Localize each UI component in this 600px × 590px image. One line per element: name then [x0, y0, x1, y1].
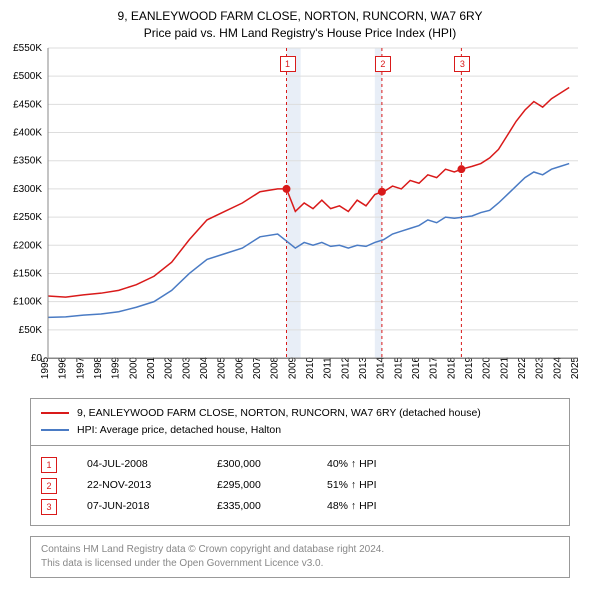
legend-label: HPI: Average price, detached house, Halt…: [77, 422, 281, 439]
footer-line-1: Contains HM Land Registry data © Crown c…: [41, 543, 559, 557]
legend: 9, EANLEYWOOD FARM CLOSE, NORTON, RUNCOR…: [30, 398, 570, 446]
x-axis-label: 2010: [305, 356, 316, 379]
chart-container: 9, EANLEYWOOD FARM CLOSE, NORTON, RUNCOR…: [0, 0, 600, 590]
y-axis-label: £300K: [13, 184, 42, 195]
y-axis-label: £250K: [13, 212, 42, 223]
event-dot: [378, 188, 386, 196]
sale-price: £300,000: [217, 454, 297, 475]
event-number-box: 2: [375, 56, 391, 72]
sale-delta: 40% ↑ HPI: [327, 454, 377, 475]
x-axis-label: 2020: [482, 356, 493, 379]
x-axis-label: 1995: [40, 356, 51, 379]
x-axis-label: 2023: [535, 356, 546, 379]
chart-svg: £0£50K£100K£150K£200K£250K£300K£350K£400…: [48, 48, 578, 359]
legend-label: 9, EANLEYWOOD FARM CLOSE, NORTON, RUNCOR…: [77, 405, 481, 422]
x-axis-label: 2011: [323, 357, 334, 379]
event-number-box: 3: [454, 56, 470, 72]
series-price_paid: [48, 87, 569, 297]
sale-row: 1 04-JUL-2008 £300,000 40% ↑ HPI: [41, 454, 559, 475]
legend-swatch: [41, 429, 69, 431]
y-axis-label: £50K: [19, 325, 43, 336]
x-axis-label: 2014: [376, 356, 387, 379]
x-axis-label: 2007: [252, 356, 263, 379]
sale-date: 04-JUL-2008: [87, 454, 187, 475]
y-axis-label: £200K: [13, 240, 42, 251]
event-dot: [457, 165, 465, 173]
sale-marker: 1: [41, 457, 57, 473]
x-axis-label: 2005: [217, 356, 228, 379]
y-axis-label: £400K: [13, 128, 42, 139]
sale-row: 2 22-NOV-2013 £295,000 51% ↑ HPI: [41, 475, 559, 496]
event-number-box: 1: [280, 56, 296, 72]
y-axis-label: £550K: [13, 43, 42, 54]
y-axis-label: £100K: [13, 297, 42, 308]
footer: Contains HM Land Registry data © Crown c…: [30, 536, 570, 578]
sale-delta: 51% ↑ HPI: [327, 475, 377, 496]
x-axis-label: 2019: [464, 356, 475, 379]
x-axis-label: 2013: [358, 356, 369, 379]
sale-marker: 3: [41, 499, 57, 515]
x-axis-label: 2008: [270, 356, 281, 379]
x-axis-label: 2024: [552, 356, 563, 379]
sale-date: 22-NOV-2013: [87, 475, 187, 496]
x-axis-label: 2009: [287, 356, 298, 379]
sale-price: £335,000: [217, 496, 297, 517]
title-line-2: Price paid vs. HM Land Registry's House …: [0, 25, 600, 42]
x-axis-label: 2022: [517, 356, 528, 379]
x-axis-label: 2004: [199, 356, 210, 379]
x-axis-label: 2025: [570, 356, 581, 379]
x-axis-label: 1996: [58, 356, 69, 379]
event-dot: [283, 185, 291, 193]
x-axis-label: 2012: [340, 356, 351, 379]
sales-table: 1 04-JUL-2008 £300,000 40% ↑ HPI 2 22-NOV-201…: [30, 445, 570, 526]
legend-item: HPI: Average price, detached house, Halt…: [41, 422, 559, 439]
x-axis-label: 2017: [429, 356, 440, 379]
y-axis-label: £150K: [13, 268, 42, 279]
x-axis-label: 2002: [164, 356, 175, 379]
x-axis-label: 2018: [446, 356, 457, 379]
sale-row: 3 07-JUN-2018 £335,000 48% ↑ HPI: [41, 496, 559, 517]
sale-marker: 2: [41, 478, 57, 494]
title-line-1: 9, EANLEYWOOD FARM CLOSE, NORTON, RUNCOR…: [0, 8, 600, 25]
x-axis-label: 1997: [75, 356, 86, 379]
shaded-region: [287, 48, 301, 358]
legend-swatch: [41, 412, 69, 414]
sale-date: 07-JUN-2018: [87, 496, 187, 517]
chart-title: 9, EANLEYWOOD FARM CLOSE, NORTON, RUNCOR…: [0, 0, 600, 42]
legend-item: 9, EANLEYWOOD FARM CLOSE, NORTON, RUNCOR…: [41, 405, 559, 422]
x-axis-label: 2003: [181, 356, 192, 379]
x-axis-label: 2000: [128, 356, 139, 379]
series-hpi: [48, 164, 569, 318]
y-axis-label: £450K: [13, 99, 42, 110]
x-axis-label: 2021: [499, 356, 510, 379]
x-axis-label: 2016: [411, 356, 422, 379]
y-axis-label: £500K: [13, 71, 42, 82]
shaded-region: [375, 48, 382, 358]
footer-line-2: This data is licensed under the Open Gov…: [41, 557, 559, 571]
x-axis-label: 2015: [393, 356, 404, 379]
y-axis-label: £350K: [13, 156, 42, 167]
x-axis-label: 1999: [111, 356, 122, 379]
sale-delta: 48% ↑ HPI: [327, 496, 377, 517]
x-axis-label: 1998: [93, 356, 104, 379]
sale-price: £295,000: [217, 475, 297, 496]
x-axis-label: 2006: [234, 356, 245, 379]
x-axis-label: 2001: [146, 356, 157, 379]
